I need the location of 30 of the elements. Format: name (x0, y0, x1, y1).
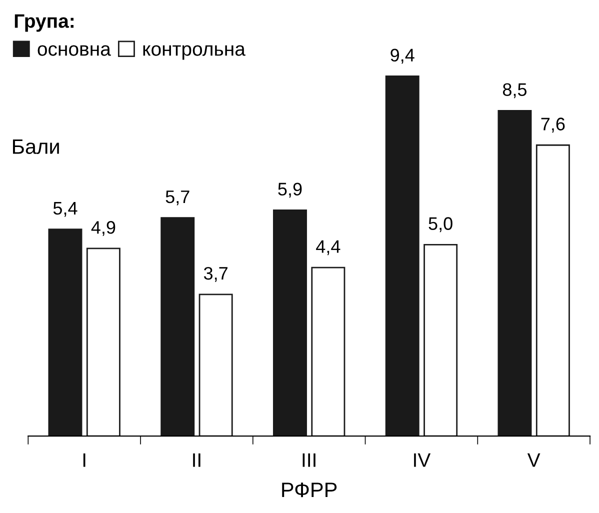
x-tick-label: V (527, 453, 540, 467)
x-tick-label: III (302, 453, 316, 467)
data-label: 7,6 (541, 118, 565, 133)
y-axis-title: Бали (13, 139, 59, 154)
bar (424, 244, 458, 436)
bar (272, 210, 307, 436)
data-label: 5,9 (278, 182, 302, 198)
data-label: 9,4 (390, 48, 414, 64)
bar (86, 248, 120, 436)
bar (311, 266, 346, 436)
data-label: 4,9 (91, 221, 116, 236)
bar (198, 294, 233, 436)
x-tick-label: IV (414, 453, 431, 467)
legend-label: основна (38, 45, 111, 56)
data-label: 3,7 (204, 266, 228, 282)
data-label: 4,4 (316, 240, 340, 256)
bar (498, 110, 532, 436)
bar (536, 144, 570, 436)
x-tick-label: II (193, 453, 200, 467)
data-label: 5,7 (166, 190, 190, 206)
bar (48, 228, 82, 436)
x-tick-label: I (83, 453, 86, 467)
legend-label: контрольна (143, 45, 246, 60)
bar (385, 76, 420, 436)
legend-title: Група: (14, 14, 74, 32)
data-label: 5,4 (53, 202, 78, 217)
data-label: 5,0 (428, 217, 452, 232)
x-axis-title: РФРР (282, 482, 337, 498)
data-label: 8,5 (502, 83, 527, 98)
bar (160, 217, 195, 436)
